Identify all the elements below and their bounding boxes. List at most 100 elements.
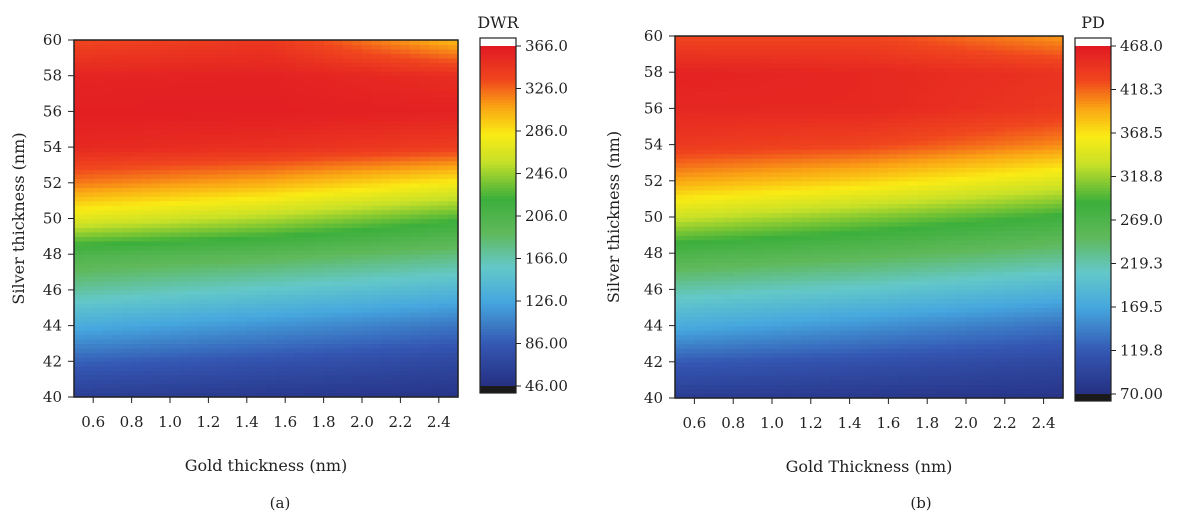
heatmap-cell [333, 280, 344, 287]
heatmap-cell [752, 239, 763, 245]
heatmap-cell [266, 267, 277, 273]
heatmap-cell [122, 343, 133, 349]
heatmap-cell [1024, 221, 1035, 227]
heatmap-cell [381, 356, 392, 362]
colorbar-segment [480, 312, 516, 316]
heatmap-cell [936, 375, 948, 381]
heatmap-cell [1004, 302, 1016, 309]
heatmap-cell [333, 214, 344, 220]
heatmap-cell [1014, 293, 1025, 300]
heatmap-cell [74, 267, 85, 273]
heatmap-cell [371, 84, 382, 90]
heatmap-cell [323, 115, 334, 121]
heatmap-cell [801, 393, 812, 399]
heatmap-cell [170, 62, 181, 68]
heatmap-cell [304, 392, 315, 398]
heatmap-cell [684, 244, 695, 250]
heatmap-cell [179, 214, 190, 220]
heatmap-cell [419, 289, 430, 295]
heatmap-cell [390, 102, 401, 108]
heatmap-cell [752, 235, 763, 241]
heatmap-cell [898, 226, 909, 232]
heatmap-cell [936, 217, 948, 223]
heatmap-cell [684, 352, 695, 358]
heatmap-cell [131, 365, 142, 371]
heatmap-cell [256, 280, 267, 287]
heatmap-cell [371, 388, 382, 394]
heatmap-cell [285, 75, 296, 81]
heatmap-cell [102, 240, 113, 246]
heatmap-cell [820, 343, 831, 349]
heatmap-cell [266, 62, 277, 68]
heatmap-cell [830, 348, 841, 354]
heatmap-cell [102, 209, 113, 215]
heatmap-cell [323, 272, 334, 278]
heatmap-cell [704, 384, 715, 390]
heatmap-cell [985, 239, 996, 245]
heatmap-cell [704, 280, 715, 286]
heatmap-cell [371, 173, 382, 179]
heatmap-cell [839, 325, 851, 331]
heatmap-cell [381, 267, 392, 273]
heatmap-cell [1053, 280, 1064, 286]
heatmap-cell [859, 289, 870, 295]
heatmap-cell [160, 285, 171, 291]
heatmap-cell [419, 147, 430, 153]
heatmap-cell [122, 138, 133, 144]
heatmap-cell [917, 348, 928, 354]
heatmap-cell [198, 196, 209, 202]
heatmap-cell [1053, 339, 1064, 345]
heatmap-cell [170, 307, 181, 313]
heatmap-cell [400, 254, 411, 260]
heatmap-cell [227, 178, 238, 184]
heatmap-cell [801, 379, 812, 386]
heatmap-cell [218, 98, 229, 104]
heatmap-cell [189, 169, 200, 175]
heatmap-cell [170, 370, 181, 376]
heatmap-cell [362, 178, 373, 184]
heatmap-cell [966, 262, 977, 268]
heatmap-cell [1014, 284, 1025, 290]
heatmap-cell [189, 160, 200, 166]
heatmap-cell [1004, 312, 1016, 318]
heatmap-cell [333, 156, 344, 162]
heatmap-cell [323, 374, 334, 380]
heatmap-cell [237, 98, 248, 104]
heatmap-cell [810, 384, 822, 390]
heatmap-cell [400, 365, 411, 371]
heatmap-cell [141, 267, 152, 273]
heatmap-cell [304, 325, 315, 331]
heatmap-cell [189, 383, 200, 389]
heatmap-cell [742, 262, 754, 268]
heatmap-cell [189, 267, 200, 273]
heatmap-cell [342, 48, 353, 54]
heatmap-cell [1033, 366, 1045, 372]
heatmap-cell [675, 357, 686, 363]
heatmap-cell [1014, 275, 1025, 281]
heatmap-cell [1053, 375, 1064, 381]
heatmap-cell [122, 200, 133, 206]
heatmap-cell [419, 249, 430, 255]
heatmap-cell [1043, 244, 1054, 250]
heatmap-cell [390, 191, 401, 197]
heatmap-cell [189, 62, 200, 68]
heatmap-cell [266, 249, 277, 255]
colorbar-segment [480, 244, 516, 248]
heatmap-cell [141, 303, 152, 309]
colorbar-segment [480, 187, 516, 192]
heatmap-cell [237, 258, 248, 264]
heatmap-cell [237, 222, 248, 229]
heatmap-cell [131, 272, 142, 278]
heatmap-cell [946, 248, 957, 254]
heatmap-cell [956, 321, 967, 327]
heatmap-cell [1004, 221, 1016, 227]
heatmap-cell [400, 312, 411, 318]
heatmap-cell [294, 388, 305, 394]
heatmap-cell [723, 352, 734, 358]
heatmap-cell [333, 89, 344, 95]
heatmap-cell [237, 388, 248, 394]
heatmap-cell [742, 366, 754, 372]
heatmap-cell [246, 57, 257, 63]
heatmap-cell [898, 257, 909, 263]
heatmap-cell [438, 124, 449, 130]
